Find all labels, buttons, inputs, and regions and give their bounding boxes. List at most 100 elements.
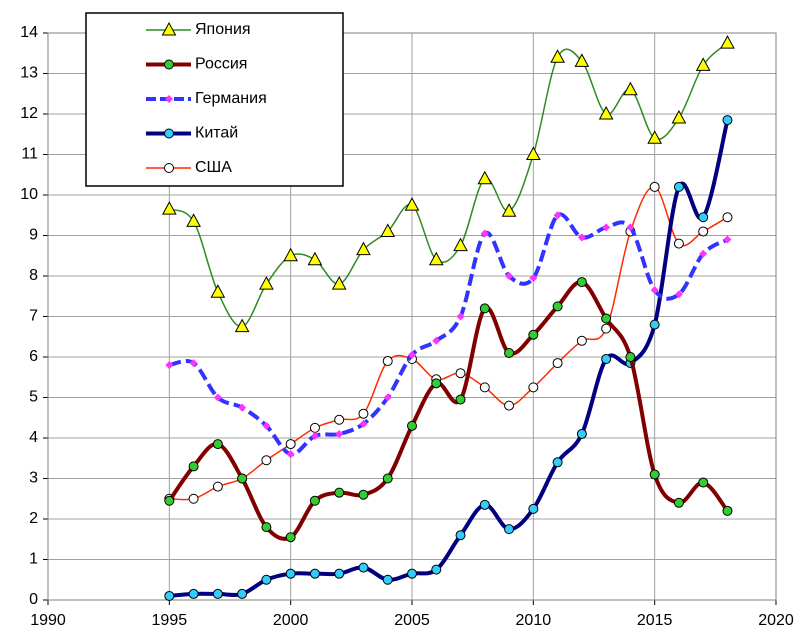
marker — [188, 588, 199, 599]
marker — [650, 286, 659, 295]
x-tick-label: 1990 — [30, 612, 66, 629]
legend-label: Япония — [195, 21, 251, 38]
marker — [698, 226, 709, 237]
y-tick-label: 9 — [29, 227, 38, 244]
marker — [602, 223, 611, 232]
marker — [161, 21, 177, 36]
marker — [552, 301, 563, 312]
marker — [720, 35, 735, 49]
y-tick-label: 0 — [29, 591, 38, 608]
marker — [307, 251, 323, 266]
y-tick-label: 10 — [20, 186, 38, 203]
marker — [383, 393, 392, 402]
marker — [331, 276, 347, 290]
y-tick-label: 2 — [29, 510, 38, 527]
legend: Япония Россия Германия Китай США — [85, 12, 344, 187]
marker — [186, 213, 201, 227]
marker — [407, 568, 417, 579]
marker — [576, 277, 587, 288]
marker — [550, 49, 565, 63]
marker — [334, 414, 345, 425]
marker — [504, 524, 515, 535]
legend-label: Германия — [195, 90, 267, 107]
marker — [601, 323, 612, 334]
marker — [261, 574, 272, 585]
marker — [673, 181, 684, 192]
legend-label: Китай — [195, 125, 238, 142]
marker — [453, 237, 468, 252]
marker — [212, 439, 223, 450]
marker — [188, 461, 199, 472]
marker — [262, 421, 271, 430]
y-tick-label: 6 — [29, 348, 38, 365]
marker — [528, 329, 539, 340]
marker — [673, 238, 684, 249]
x-tick-label: 1995 — [152, 612, 188, 629]
marker — [164, 590, 175, 601]
y-tick-label: 12 — [20, 105, 38, 122]
marker — [212, 481, 223, 492]
marker — [625, 352, 636, 362]
marker — [261, 455, 272, 466]
marker — [213, 393, 222, 402]
marker — [165, 361, 174, 370]
marker — [286, 450, 295, 459]
marker — [479, 303, 490, 314]
marker — [553, 211, 562, 220]
marker — [259, 276, 274, 290]
marker — [529, 274, 538, 283]
marker — [528, 382, 539, 393]
marker — [382, 356, 393, 367]
marker — [501, 203, 517, 217]
marker — [407, 420, 417, 431]
marker — [359, 419, 368, 428]
marker — [649, 469, 660, 480]
marker — [479, 382, 490, 393]
marker — [431, 564, 442, 575]
y-tick-label: 4 — [29, 429, 38, 446]
marker — [477, 170, 493, 185]
marker — [164, 128, 174, 139]
marker — [626, 223, 635, 232]
series — [161, 35, 735, 333]
marker — [309, 495, 320, 506]
marker — [164, 495, 175, 506]
marker — [574, 53, 590, 67]
marker — [723, 235, 732, 244]
marker — [504, 400, 515, 411]
marker — [358, 489, 369, 500]
y-tick-label: 14 — [20, 24, 38, 41]
marker — [432, 336, 441, 345]
y-tick-label: 5 — [29, 389, 38, 406]
marker — [210, 284, 226, 298]
x-tick-label: 2005 — [394, 612, 430, 629]
legend-label: Россия — [195, 56, 247, 73]
marker — [699, 249, 708, 258]
marker — [285, 532, 296, 543]
legend-label: США — [195, 159, 232, 176]
marker — [671, 110, 687, 124]
marker — [358, 562, 369, 573]
marker — [577, 233, 586, 242]
marker — [428, 251, 444, 266]
y-tick-label: 8 — [29, 267, 38, 284]
x-tick-label: 2015 — [637, 612, 673, 629]
marker — [695, 57, 711, 71]
series — [165, 211, 732, 459]
y-tick-label: 13 — [20, 65, 38, 82]
marker — [528, 503, 539, 514]
marker — [722, 505, 733, 516]
series — [164, 115, 733, 601]
marker — [382, 473, 393, 484]
marker — [455, 394, 466, 405]
series — [164, 277, 733, 543]
marker — [576, 428, 587, 439]
marker — [576, 335, 587, 346]
marker — [431, 378, 442, 389]
marker — [283, 247, 299, 262]
marker — [188, 493, 199, 504]
marker — [310, 431, 319, 440]
marker — [525, 146, 541, 160]
marker — [358, 408, 369, 419]
